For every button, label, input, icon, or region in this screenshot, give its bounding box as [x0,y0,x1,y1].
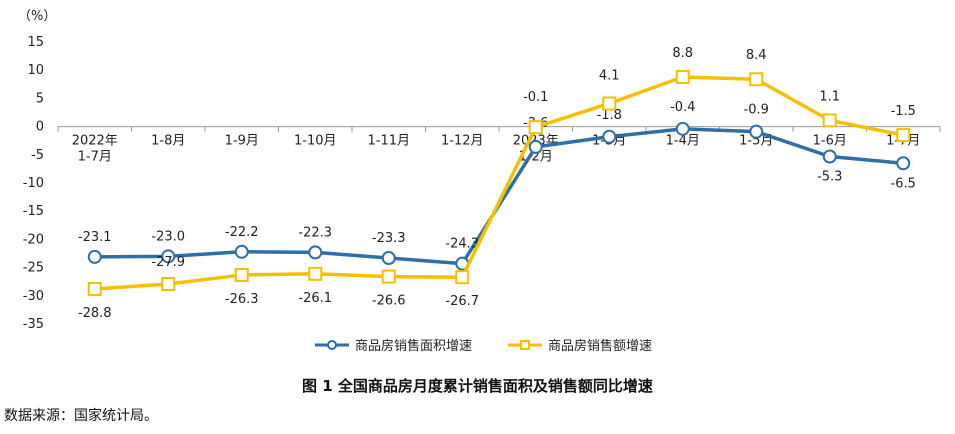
y-axis-unit-label: （%） [18,9,56,24]
data-point [528,139,543,154]
x-tick-label-line: 1-9月 [225,134,259,149]
x-tick-label: 1-4月 [666,134,700,149]
series-line [94,127,904,266]
data-label: -22.3 [298,225,332,240]
x-tick-label-line: 1-10月 [294,134,337,149]
legend-label: 商品房销售额增速 [548,338,652,354]
x-tick-label: 1-6月 [813,134,847,149]
data-label: -1.8 [597,108,622,123]
x-tick-label-line: 1-8月 [151,134,185,149]
legend-marker [520,340,530,350]
y-tick-label: 0 [36,120,44,135]
legend: 商品房销售面积增速 商品房销售额增速 [315,338,652,354]
data-label: -0.1 [523,90,548,105]
data-point [381,269,396,284]
data-label: -26.7 [445,294,479,309]
x-tick-label: 1-12月 [441,134,484,149]
series-layer: -23.1-23.0-22.2-22.3-23.3-24.3-3.6-1.8-0… [78,46,916,321]
data-point [602,96,617,111]
y-tick-label: 15 [27,35,44,50]
data-point [675,121,690,136]
data-point [234,244,249,259]
data-point [749,124,764,139]
x-tick-label-line: 1-7月 [78,150,112,165]
data-point [528,120,543,135]
data-label: 4.1 [599,68,620,83]
x-tick-label: 1-9月 [225,134,259,149]
data-point [234,267,249,282]
data-label: -27.9 [151,255,185,270]
y-axis: 15 10 5 0 -5 -10 -15 -20 -25 -30 -35 [23,35,44,332]
data-point [161,276,176,291]
data-point [381,251,396,266]
legend-marker [327,340,337,350]
data-label: -23.1 [78,230,112,245]
y-tick-label: -35 [23,317,44,332]
data-label: -24.3 [445,237,479,252]
data-label: -23.0 [151,229,185,244]
data-label: -23.3 [372,231,406,246]
y-tick-label: -20 [23,232,44,247]
line-chart: （%） 15 10 5 0 -5 -10 -15 -20 -25 -30 -35 2022年 1-7月… [18,9,941,354]
y-tick-label: 10 [27,63,44,78]
data-label: -28.8 [78,306,112,321]
data-source-note: 数据来源：国家统计局。 [4,408,158,424]
series-area: -23.1-23.0-22.2-22.3-23.3-24.3-3.6-1.8-0… [78,100,916,271]
data-point [308,266,323,281]
data-label: -26.3 [225,292,259,307]
x-tick-label-line: 1-4月 [666,134,700,149]
data-point [161,249,176,264]
data-point [896,128,911,143]
data-label: -1.5 [891,104,916,119]
data-label: -26.1 [298,291,332,306]
x-tick-label-line: 1-6月 [813,134,847,149]
data-point [749,72,764,87]
data-point [822,149,837,164]
data-label: -6.5 [891,176,916,191]
y-tick-label: 5 [36,91,44,106]
legend-label: 商品房销售面积增速 [355,338,472,354]
x-tick-label-line: 1-11月 [367,134,410,149]
data-point [308,245,323,260]
data-label: 8.8 [672,46,693,61]
y-tick-label: -5 [31,148,44,163]
data-point [675,69,690,84]
data-label: -26.6 [372,294,406,309]
series-sales: -28.8 -27.9 -26.3 -26.1 -26.6 -26.7 -0.1 4.1 8.8… [78,46,916,321]
data-point [602,129,617,144]
x-tick-label: 1-11月 [367,134,410,149]
x-tick-label: 1-5月 [739,134,773,149]
x-tick-label-line: 2022年 [72,134,118,149]
x-tick-label-line: 1-5月 [739,134,773,149]
data-point [455,270,470,285]
y-tick-label: -25 [23,261,44,276]
x-tick-label: 2022年 1-7月 [72,134,118,165]
data-point [896,156,911,171]
data-label: -0.9 [744,103,769,118]
data-label: -0.4 [670,100,695,115]
x-axis: 2022年1-7月1-8月1-9月1-10月1-11月1-12月2023年1-2… [57,126,941,165]
data-label: 1.1 [819,89,840,104]
x-tick-label: 1-10月 [294,134,337,149]
series-line [94,75,904,291]
data-point [87,282,102,297]
y-tick-label: -10 [23,176,44,191]
x-tick-label-line: 1-12月 [441,134,484,149]
data-label: -5.3 [817,169,842,184]
data-label: -22.2 [225,225,259,240]
y-tick-label: -30 [23,289,44,304]
x-tick-label: 1-8月 [151,134,185,149]
data-label: 8.4 [746,48,767,63]
y-tick-label: -15 [23,204,44,219]
figure-caption: 图 1 全国商品房月度累计销售面积及销售额同比增速 [302,377,653,395]
data-point [87,249,102,264]
data-point [822,113,837,128]
